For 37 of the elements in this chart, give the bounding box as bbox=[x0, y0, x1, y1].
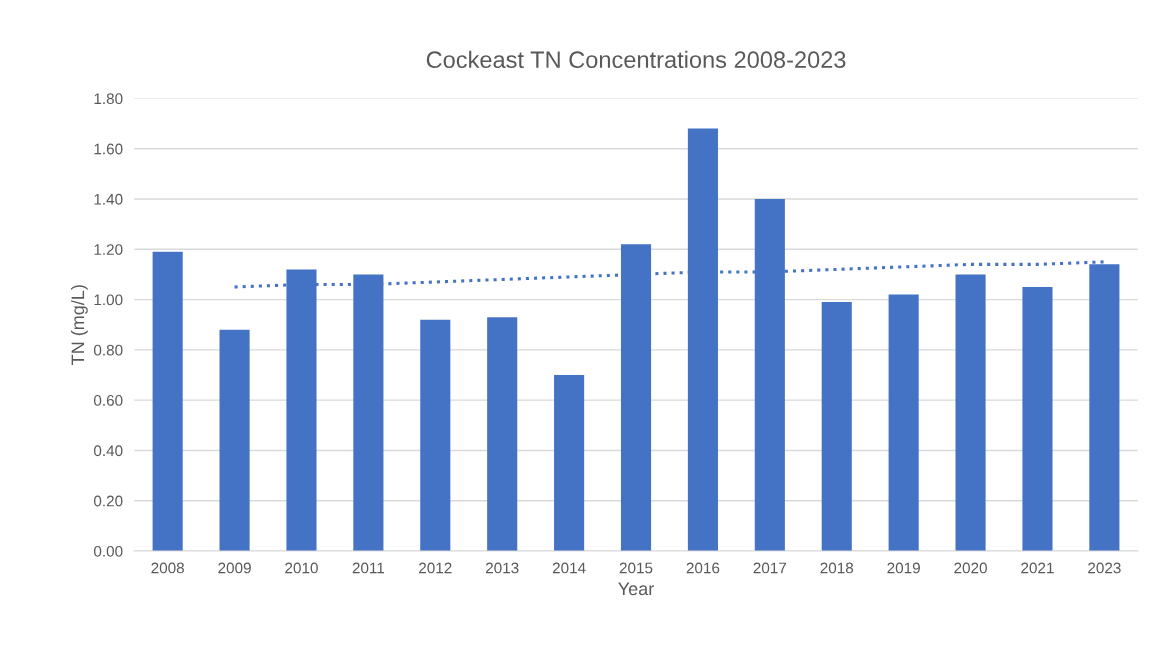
x-axis-title: Year bbox=[618, 582, 654, 596]
y-tick-label: 0.20 bbox=[93, 495, 123, 507]
x-tick-label: 2018 bbox=[820, 562, 854, 574]
y-tick-label: 0.60 bbox=[93, 395, 123, 406]
x-tick-label: 2013 bbox=[485, 562, 519, 574]
bar bbox=[420, 319, 451, 552]
x-tick-label: 2020 bbox=[954, 562, 987, 574]
x-tick-label: 2016 bbox=[686, 562, 720, 574]
x-tick-label: 2019 bbox=[887, 562, 920, 574]
y-tick-label: 1.20 bbox=[94, 244, 123, 255]
y-tick-label: 0.40 bbox=[93, 445, 123, 457]
x-tick-label: 2017 bbox=[753, 562, 787, 574]
x-tick-label: 2010 bbox=[285, 562, 318, 574]
x-tick-label: 2011 bbox=[352, 562, 385, 574]
bar bbox=[821, 302, 852, 552]
bar bbox=[219, 329, 250, 552]
y-tick-label: 1.00 bbox=[94, 294, 123, 306]
y-tick-label: 1.60 bbox=[94, 143, 123, 155]
x-tick-label: 2008 bbox=[151, 562, 184, 574]
y-tick-label: 0.00 bbox=[93, 545, 123, 557]
x-tick-label: 2021 bbox=[1021, 562, 1054, 574]
x-tick-label: 2012 bbox=[419, 562, 452, 574]
x-tick-label: 2015 bbox=[619, 562, 653, 574]
y-tick-label: 1.80 bbox=[94, 93, 123, 105]
bar bbox=[1022, 287, 1053, 552]
bar bbox=[955, 274, 986, 552]
x-tick-label: 2023 bbox=[1088, 562, 1121, 574]
y-tick-label: 1.40 bbox=[94, 193, 123, 205]
bar bbox=[152, 251, 183, 552]
y-axis-title: TN (mg/L) bbox=[70, 285, 88, 365]
bar bbox=[888, 294, 919, 552]
bar bbox=[554, 375, 585, 552]
chart-title: Cockeast TN Concentrations 2008-2023 bbox=[426, 50, 846, 69]
x-tick-label: 2009 bbox=[218, 562, 251, 574]
bar bbox=[487, 317, 518, 552]
x-tick-label: 2014 bbox=[552, 562, 586, 574]
y-tick-label: 0.80 bbox=[93, 344, 123, 356]
